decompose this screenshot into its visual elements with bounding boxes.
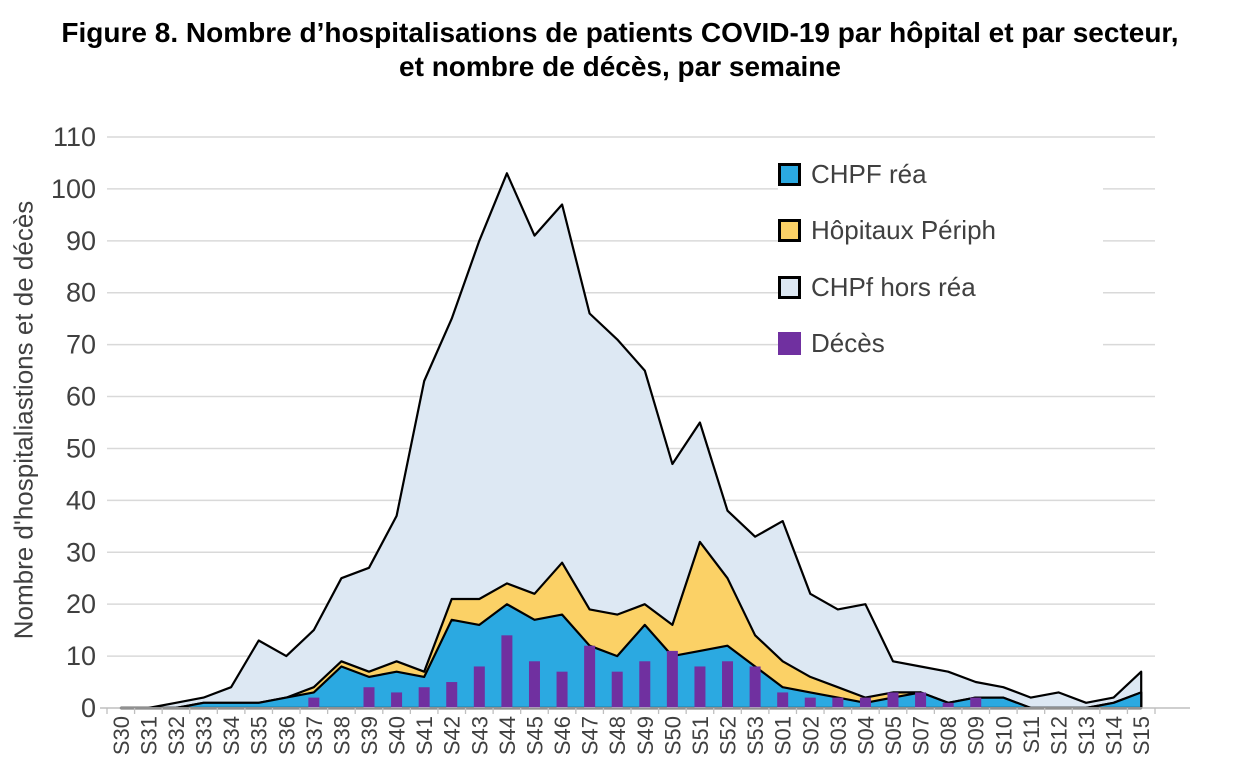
x-tick-label-S07: S07 bbox=[909, 716, 934, 755]
x-tick-label-S36: S36 bbox=[274, 716, 299, 755]
x-tick-label-S01: S01 bbox=[771, 716, 796, 755]
y-tick-label-50: 50 bbox=[66, 433, 96, 463]
deces-bar-S09 bbox=[970, 697, 982, 708]
deces-bar-S51 bbox=[694, 666, 706, 708]
legend-label-deces: Décès bbox=[811, 328, 885, 359]
legend-label-hopitaux-periph: Hôpitaux Périph bbox=[811, 215, 996, 246]
deces-bar-S48 bbox=[611, 671, 623, 708]
x-tick-label-S43: S43 bbox=[467, 716, 492, 755]
x-tick-label-S39: S39 bbox=[357, 716, 382, 755]
x-tick-label-S30: S30 bbox=[109, 716, 134, 755]
x-tick-label-S12: S12 bbox=[1046, 716, 1071, 755]
x-tick-label-S44: S44 bbox=[495, 716, 520, 755]
legend-item-chpf-rea: CHPF réa bbox=[778, 154, 1103, 194]
x-tick-label-S10: S10 bbox=[991, 716, 1016, 755]
deces-bar-S53 bbox=[749, 666, 761, 708]
x-tick-label-S38: S38 bbox=[329, 716, 354, 755]
deces-bar-S39 bbox=[363, 687, 375, 708]
deces-bar-S44 bbox=[501, 635, 513, 708]
x-tick-label-S04: S04 bbox=[853, 716, 878, 755]
x-tick-label-S37: S37 bbox=[302, 716, 327, 755]
figure-title-line2: et nombre de décès, par semaine bbox=[399, 51, 841, 82]
deces-bar-S42 bbox=[446, 682, 458, 708]
deces-bar-S43 bbox=[473, 666, 485, 708]
area-series-1-chpf-r-a bbox=[119, 603, 1143, 710]
x-tick-label-S02: S02 bbox=[798, 716, 823, 755]
deces-bar-S04 bbox=[859, 697, 871, 708]
x-tick-label-S35: S35 bbox=[247, 716, 272, 755]
x-tick-label-S03: S03 bbox=[826, 716, 851, 755]
legend-item-deces: Décès bbox=[778, 324, 1103, 364]
deces-bar-S52 bbox=[722, 661, 734, 708]
legend-swatch-hopitaux-periph-icon bbox=[778, 219, 801, 243]
x-tick-label-S45: S45 bbox=[522, 716, 547, 755]
legend-item-hopitaux-periph: Hôpitaux Périph bbox=[778, 211, 1103, 251]
x-tick-label-S08: S08 bbox=[936, 716, 961, 755]
x-tick-label-S53: S53 bbox=[743, 716, 768, 755]
y-tick-label-70: 70 bbox=[66, 330, 96, 360]
x-tick-label-S41: S41 bbox=[412, 716, 437, 755]
y-tick-label-90: 90 bbox=[66, 226, 96, 256]
y-tick-label-30: 30 bbox=[66, 537, 96, 567]
legend-label-chpf-rea: CHPF réa bbox=[811, 158, 927, 189]
x-tick-label-S31: S31 bbox=[136, 716, 161, 755]
legend-item-chpf-hors-rea: CHPf hors réa bbox=[778, 267, 1103, 307]
y-tick-label-40: 40 bbox=[66, 485, 96, 515]
x-tick-label-S15: S15 bbox=[1129, 716, 1154, 755]
x-tick-label-S09: S09 bbox=[964, 716, 989, 755]
deces-bar-S08 bbox=[942, 702, 954, 708]
deces-bar-S41 bbox=[418, 687, 430, 708]
x-tick-label-S32: S32 bbox=[164, 716, 189, 755]
x-tick-label-S48: S48 bbox=[605, 716, 630, 755]
deces-bar-S37 bbox=[308, 697, 320, 708]
area-series-3-chpf-hors-r-a bbox=[119, 172, 1143, 710]
y-tick-label-60: 60 bbox=[66, 382, 96, 412]
deces-bar-S45 bbox=[528, 661, 540, 708]
deces-bar-S01 bbox=[777, 692, 789, 708]
legend-label-chpf-hors-rea: CHPf hors réa bbox=[811, 271, 976, 302]
deces-bar-S47 bbox=[584, 645, 596, 708]
x-tick-label-S05: S05 bbox=[881, 716, 906, 755]
deces-bar-S50 bbox=[666, 650, 678, 708]
figure-title: Figure 8. Nombre d’hospitalisations de p… bbox=[40, 16, 1200, 84]
deces-bar-S05 bbox=[887, 692, 899, 708]
deces-bar-S02 bbox=[804, 697, 816, 708]
y-tick-label-0: 0 bbox=[81, 693, 96, 723]
x-tick-label-S11: S11 bbox=[1019, 716, 1044, 754]
x-tick-label-S42: S42 bbox=[440, 716, 465, 755]
x-tick-label-S52: S52 bbox=[716, 716, 741, 755]
deces-bar-S03 bbox=[832, 697, 844, 708]
x-tick-label-S51: S51 bbox=[688, 716, 713, 755]
x-tick-label-S40: S40 bbox=[385, 716, 410, 755]
x-tick-label-S13: S13 bbox=[1074, 716, 1099, 755]
chart-legend: CHPF réa Hôpitaux Périph CHPf hors réa D… bbox=[778, 150, 1103, 368]
y-tick-label-20: 20 bbox=[66, 589, 96, 619]
x-tick-label-S33: S33 bbox=[192, 716, 217, 755]
y-tick-label-100: 100 bbox=[51, 174, 96, 204]
legend-swatch-chpf-rea-icon bbox=[778, 162, 801, 186]
x-tick-label-S50: S50 bbox=[660, 716, 685, 755]
x-tick-label-S47: S47 bbox=[578, 716, 603, 755]
y-tick-label-110: 110 bbox=[53, 122, 96, 152]
x-tick-label-S34: S34 bbox=[219, 716, 244, 755]
deces-bar-S40 bbox=[391, 692, 403, 708]
legend-swatch-deces-icon bbox=[778, 332, 801, 356]
deces-bar-S07 bbox=[915, 692, 927, 708]
deces-bar-S46 bbox=[556, 671, 568, 708]
x-tick-label-S46: S46 bbox=[550, 716, 575, 755]
figure-title-line1: Figure 8. Nombre d’hospitalisations de p… bbox=[61, 17, 1179, 48]
x-tick-label-S14: S14 bbox=[1102, 716, 1127, 755]
legend-swatch-chpf-hors-rea-icon bbox=[778, 275, 801, 299]
y-tick-label-10: 10 bbox=[66, 641, 96, 671]
deces-bar-S49 bbox=[639, 661, 651, 708]
y-tick-label-80: 80 bbox=[66, 278, 96, 308]
x-tick-label-S49: S49 bbox=[633, 716, 658, 755]
